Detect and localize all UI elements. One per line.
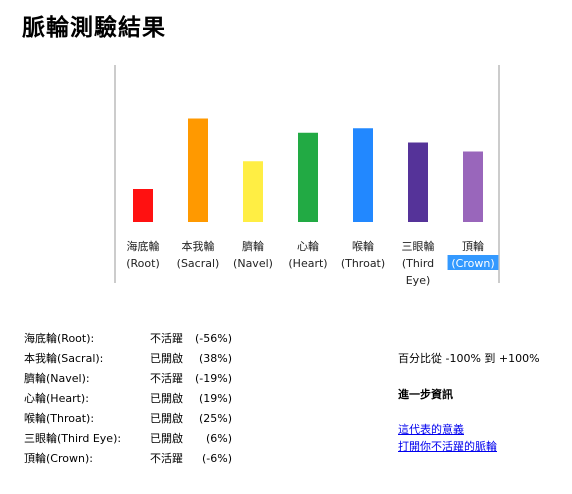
category-label: (Crown) [451, 257, 494, 270]
result-label: 海底輪(Root): [24, 332, 95, 345]
result-percent: (19%) [198, 392, 232, 405]
meaning-link[interactable]: 這代表的意義 [398, 423, 464, 436]
result-status: 不活躍 [150, 332, 183, 345]
result-percent: (-19%) [194, 372, 232, 385]
result-status: 不活躍 [150, 452, 183, 465]
result-label: 三眼輪(Third Eye): [24, 432, 122, 445]
category-label: 三眼輪 [402, 239, 435, 253]
result-percent: (38%) [198, 352, 232, 365]
chart-bar [133, 189, 153, 222]
category-label: (Sacral) [177, 257, 220, 270]
category-label: 本我輪 [182, 239, 215, 253]
page-title: 脈輪測驗結果 [22, 14, 166, 41]
category-label: 喉輪 [352, 239, 374, 253]
result-status: 已開啟 [150, 392, 183, 405]
chart-bar [408, 142, 428, 222]
chart-bar [188, 118, 208, 222]
category-label: (Throat) [341, 257, 385, 270]
result-label: 喉輪(Throat): [24, 412, 95, 425]
result-status: 已開啟 [150, 432, 183, 445]
result-label: 臍輪(Navel): [24, 372, 90, 385]
result-percent: (25%) [198, 412, 232, 425]
category-label: 臍輪 [242, 239, 264, 253]
links-group: 這代表的意義 打開你不活躍的脈輪 [398, 421, 497, 455]
chart-bar [463, 151, 483, 222]
category-label: (Navel) [233, 257, 273, 270]
category-label: 心輪 [297, 239, 319, 253]
category-label: (Heart) [288, 257, 327, 270]
category-label: 海底輪 [127, 239, 160, 253]
more-info-heading: 進一步資訊 [398, 388, 453, 401]
chakra-bar-chart: 海底輪 (Root) 本我輪 (Sacral) 臍輪 (Navel) 心輪 (Heart) 喉輪… [114, 65, 500, 287]
result-percent: (6%) [205, 432, 232, 445]
category-label: 頂輪 [462, 239, 484, 253]
category-label: Eye) [406, 274, 431, 287]
range-note: 百分比從 -100% 到 +100% [398, 352, 540, 365]
result-status: 不活躍 [150, 372, 183, 385]
result-percent: (-56%) [194, 332, 232, 345]
result-percent: (-6%) [201, 452, 232, 465]
category-label: (Third [402, 257, 434, 270]
result-label: 本我輪(Sacral): [24, 352, 104, 365]
label-highlight [447, 255, 499, 270]
result-status: 已開啟 [150, 412, 183, 425]
chart-bar [298, 132, 318, 222]
chart-bar [353, 128, 373, 222]
open-inactive-chakras-link[interactable]: 打開你不活躍的脈輪 [398, 440, 497, 453]
result-label: 頂輪(Crown): [24, 452, 93, 465]
chart-bar [243, 161, 263, 222]
result-label: 心輪(Heart): [24, 392, 89, 405]
result-status: 已開啟 [150, 352, 183, 365]
category-label: (Root) [126, 257, 160, 270]
